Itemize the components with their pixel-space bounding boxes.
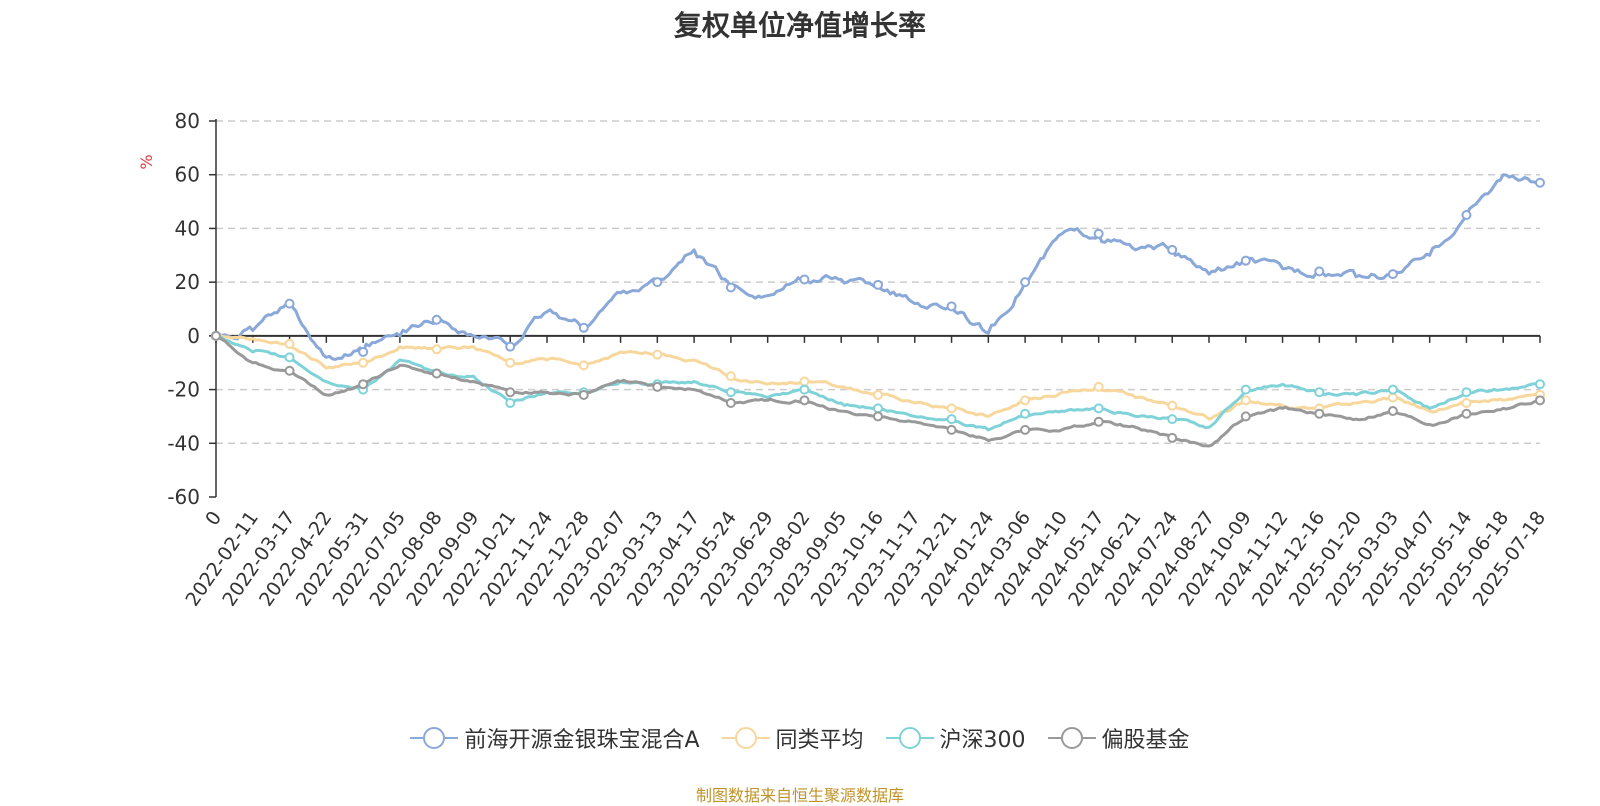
axes: 806040200-20-40-6002022-02-112022-03-172… <box>167 109 1550 610</box>
data-point[interactable] <box>505 341 516 352</box>
legend-label: 沪深300 <box>939 728 1026 753</box>
data-point[interactable] <box>799 376 810 387</box>
data-point[interactable] <box>946 301 957 312</box>
data-point[interactable] <box>1167 400 1178 411</box>
data-point[interactable] <box>505 387 516 398</box>
data-point[interactable] <box>1461 387 1472 398</box>
legend-label: 前海开源金银珠宝混合A <box>464 728 700 753</box>
data-point[interactable] <box>578 360 589 371</box>
data-point[interactable] <box>1461 210 1472 220</box>
data-point[interactable] <box>431 368 442 379</box>
series-line <box>215 173 1541 361</box>
data-point[interactable] <box>1387 384 1398 395</box>
data-point[interactable] <box>1461 398 1472 408</box>
y-tick-label: 80 <box>175 109 200 133</box>
data-point[interactable] <box>1314 266 1325 277</box>
legend-item[interactable]: 前海开源金银珠宝混合A <box>410 722 700 754</box>
data-point[interactable] <box>1314 408 1325 419</box>
x-tick-label: 0 <box>201 507 226 530</box>
y-tick-label: -20 <box>167 378 200 402</box>
data-point[interactable] <box>1093 403 1104 414</box>
data-point[interactable] <box>873 403 883 414</box>
data-point[interactable] <box>578 322 589 333</box>
data-point[interactable] <box>652 349 663 360</box>
data-point[interactable] <box>284 298 295 309</box>
data-point[interactable] <box>873 411 883 422</box>
legend-symbol-icon <box>1047 727 1096 749</box>
data-point[interactable] <box>1020 424 1031 435</box>
legend: 前海开源金银珠宝混合A 同类平均 沪深300 偏股基金 <box>0 722 1600 754</box>
data-point[interactable] <box>284 365 295 376</box>
data-point[interactable] <box>873 389 883 400</box>
data-point[interactable] <box>799 384 810 395</box>
data-point[interactable] <box>1093 228 1104 239</box>
data-point[interactable] <box>1461 408 1472 419</box>
data-point[interactable] <box>358 357 369 368</box>
data-point[interactable] <box>1167 244 1178 255</box>
y-axis-unit-label: % <box>137 154 156 169</box>
legend-item[interactable]: 沪深300 <box>885 722 1026 754</box>
data-point[interactable] <box>652 277 663 288</box>
data-point[interactable] <box>578 389 589 400</box>
data-point[interactable] <box>284 338 295 349</box>
legend-symbol-icon <box>721 727 770 749</box>
data-point[interactable] <box>211 330 221 341</box>
chart-title: 复权单位净值增长率 <box>673 9 926 42</box>
y-tick-label: -40 <box>167 431 200 455</box>
data-point[interactable] <box>1387 392 1398 403</box>
data-point[interactable] <box>431 344 442 355</box>
data-point[interactable] <box>1387 406 1398 417</box>
y-tick-label: 0 <box>187 324 200 348</box>
y-tick-label: -60 <box>167 485 200 509</box>
data-point[interactable] <box>1535 177 1545 188</box>
data-point[interactable] <box>1314 387 1325 398</box>
data-point[interactable] <box>1020 277 1031 288</box>
y-tick-label: 20 <box>175 270 200 294</box>
data-point[interactable] <box>1020 408 1031 419</box>
data-point[interactable] <box>946 424 957 435</box>
data-point[interactable] <box>358 379 369 390</box>
data-point[interactable] <box>946 403 957 414</box>
data-point[interactable] <box>725 387 736 398</box>
data-point[interactable] <box>1240 411 1251 422</box>
legend-item[interactable]: 同类平均 <box>721 722 864 754</box>
data-point[interactable] <box>1240 255 1251 266</box>
data-point[interactable] <box>725 398 736 408</box>
source-note: 制图数据来自恒生聚源数据库 <box>695 786 904 805</box>
legend-symbol-icon <box>410 727 459 749</box>
data-point[interactable] <box>1093 381 1104 392</box>
y-tick-label: 40 <box>175 216 200 240</box>
series-lines <box>211 173 1545 448</box>
data-point[interactable] <box>431 314 442 325</box>
data-point[interactable] <box>652 381 663 392</box>
data-point[interactable] <box>873 279 883 290</box>
data-point[interactable] <box>358 346 369 357</box>
legend-item[interactable]: 偏股基金 <box>1047 722 1190 754</box>
data-point[interactable] <box>725 371 736 382</box>
legend-symbol-icon <box>885 727 934 749</box>
data-point[interactable] <box>1093 416 1104 427</box>
data-point[interactable] <box>1167 414 1178 425</box>
data-point[interactable] <box>1240 384 1251 395</box>
data-point[interactable] <box>799 274 810 285</box>
data-point[interactable] <box>505 398 516 408</box>
data-point[interactable] <box>1167 432 1178 443</box>
y-tick-label: 60 <box>175 163 200 187</box>
data-point[interactable] <box>505 357 516 368</box>
data-point[interactable] <box>1240 395 1251 406</box>
data-point[interactable] <box>1535 379 1545 390</box>
data-point[interactable] <box>1020 395 1031 406</box>
data-point[interactable] <box>1535 395 1545 406</box>
data-point[interactable] <box>725 282 736 293</box>
data-point[interactable] <box>799 395 810 406</box>
data-point[interactable] <box>284 352 295 363</box>
data-point[interactable] <box>946 414 957 425</box>
legend-label: 偏股基金 <box>1101 728 1190 753</box>
data-point[interactable] <box>1387 269 1398 280</box>
legend-label: 同类平均 <box>775 728 864 753</box>
